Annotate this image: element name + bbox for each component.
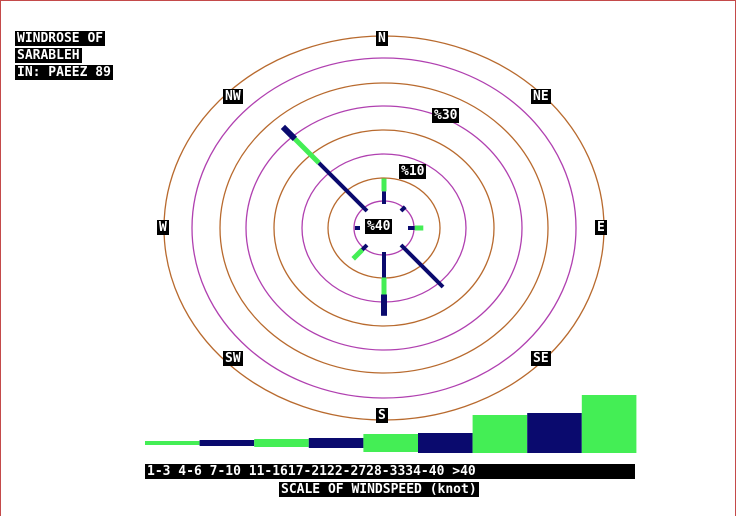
speed-legend-swatch-6	[418, 433, 473, 453]
direction-label-se: SE	[531, 351, 551, 366]
speed-legend-swatch-1	[145, 441, 200, 445]
direction-label-s: S	[376, 408, 388, 423]
speed-scale-ticks: 1-3 4-6 7-10 11-1617-2122-2728-3334-40 >…	[145, 464, 635, 479]
ring-6	[219, 82, 549, 374]
arm-sw-segment-1	[360, 243, 369, 252]
speed-legend-swatch-3	[254, 439, 309, 447]
title-line-3: IN: PAEEZ 89	[15, 65, 113, 80]
arm-nw-segment-3	[280, 124, 298, 142]
direction-label-ne: NE	[531, 89, 551, 104]
ring-label-30: %30	[432, 108, 460, 123]
title-line-1: WINDROSE OF	[15, 31, 106, 46]
direction-label-n: N	[376, 31, 388, 46]
speed-legend-swatch-9	[581, 395, 637, 453]
direction-label-sw: SW	[223, 351, 243, 366]
speed-legend-swatch-8	[527, 413, 582, 453]
ring-label-10: %10	[399, 164, 427, 179]
direction-label-nw: NW	[223, 89, 243, 104]
direction-label-e: E	[595, 220, 607, 235]
arm-sw-segment-2	[351, 248, 364, 261]
title-line-2: SARABLEH	[15, 48, 82, 63]
arm-se-segment-1	[399, 243, 445, 289]
speed-legend-swatch-7	[472, 415, 528, 453]
direction-label-w: W	[157, 220, 169, 235]
speed-scale-caption: SCALE OF WINDSPEED (knot)	[279, 482, 479, 497]
arm-ne-segment-1	[399, 205, 407, 213]
ring-4	[273, 129, 495, 327]
arm-nw-segment-1	[317, 161, 369, 213]
ring-7	[191, 57, 577, 399]
speed-legend-swatch-2	[199, 440, 255, 446]
speed-legend-swatch-4	[308, 438, 364, 448]
ring-5	[245, 105, 523, 351]
calm-label: %40	[365, 219, 393, 234]
arm-nw-segment-2	[293, 137, 321, 165]
speed-legend-swatch-5	[363, 434, 418, 452]
